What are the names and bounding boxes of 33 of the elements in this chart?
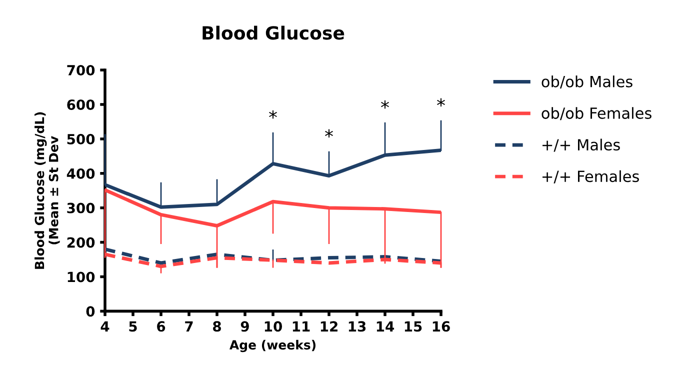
x-tick-label: 7 [185, 321, 193, 332]
y-tick-label: 400 [66, 168, 95, 179]
line-series [105, 247, 441, 265]
y-tick-label: 0 [86, 306, 95, 317]
x-tick-label: 8 [213, 321, 221, 332]
legend-label: ob/ob Females [542, 107, 652, 120]
annotation: * [381, 100, 389, 109]
x-tick-label: 9 [240, 321, 249, 332]
y-axis-title: Blood Glucose (mg/dL) (Mean ± St Dev [34, 112, 60, 269]
y-tick-label: 500 [67, 134, 95, 144]
y-tick-label: 700 [67, 64, 95, 76]
x-axis-title: Age (weeks) [229, 340, 316, 352]
y-tick-label: 300 [67, 202, 95, 214]
y-tick-label: 100 [68, 272, 95, 282]
annotation: * [325, 129, 333, 138]
x-tick-label: 11 [292, 321, 310, 332]
x-tick-label: 15 [404, 321, 422, 332]
x-tick-label: 5 [129, 321, 137, 332]
x-tick-label: 4 [100, 321, 110, 332]
legend-label: +/+ Males [542, 138, 620, 152]
x-tick-label: 10 [264, 321, 282, 332]
x-tick-label: 12 [320, 321, 338, 332]
legend-label: +/+ Females [542, 170, 639, 184]
x-tick-label: 16 [432, 321, 450, 332]
x-tick-label: 6 [157, 321, 166, 332]
annotation: * [437, 98, 445, 107]
x-tick-label: 13 [348, 321, 366, 332]
x-tick-label: 14 [376, 321, 394, 332]
chart-title: Blood Glucose [202, 26, 344, 40]
annotation: * [269, 110, 277, 119]
y-tick-label: 200 [67, 237, 95, 248]
y-tick-label: 600 [67, 99, 95, 110]
legend-label: ob/ob Males [542, 76, 632, 89]
